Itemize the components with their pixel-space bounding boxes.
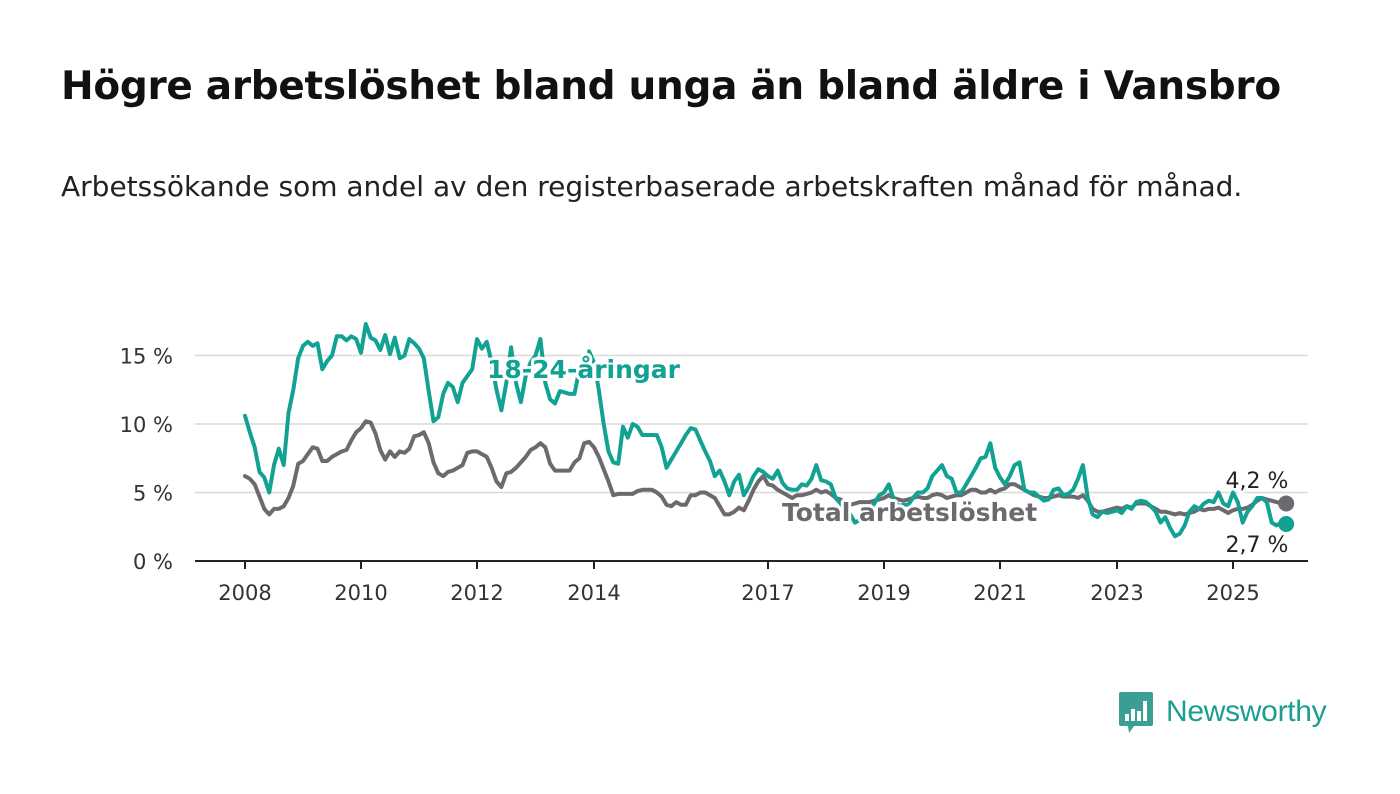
x-tick-label: 2019 <box>857 581 910 605</box>
chart-title: Högre arbetslöshet bland unga än bland ä… <box>61 64 1281 109</box>
end-point-total <box>1278 495 1295 512</box>
series-label-youth: 18-24-åringar <box>487 355 681 384</box>
y-tick-label: 15 % <box>120 345 173 369</box>
end-label-total: 4,2 % <box>1226 469 1289 494</box>
x-tick-label: 2014 <box>567 581 620 605</box>
x-tick-label: 2021 <box>973 581 1026 605</box>
x-tick-label: 2008 <box>218 581 271 605</box>
x-tick-label: 2012 <box>450 581 503 605</box>
x-tick-label: 2025 <box>1206 581 1259 605</box>
chart-subtitle: Arbetssökande som andel av den registerb… <box>61 170 1243 203</box>
series-label-total: Total arbetslöshet <box>782 498 1037 527</box>
brand-name: Newsworthy <box>1166 695 1327 728</box>
end-point-youth <box>1278 516 1295 533</box>
x-tick-label: 2017 <box>741 581 794 605</box>
x-tick-label: 2023 <box>1090 581 1143 605</box>
x-tick-label: 2010 <box>334 581 387 605</box>
y-tick-label: 10 % <box>120 413 173 437</box>
y-tick-label: 5 % <box>133 482 173 506</box>
end-label-youth: 2,7 % <box>1226 533 1289 558</box>
y-tick-label: 0 % <box>133 550 173 574</box>
series-line-youth <box>243 322 1289 539</box>
series-line-total <box>243 419 1289 517</box>
bar-chart-speech-bubble-icon <box>1119 692 1153 733</box>
newsworthy-logo: Newsworthy <box>1118 690 1327 734</box>
